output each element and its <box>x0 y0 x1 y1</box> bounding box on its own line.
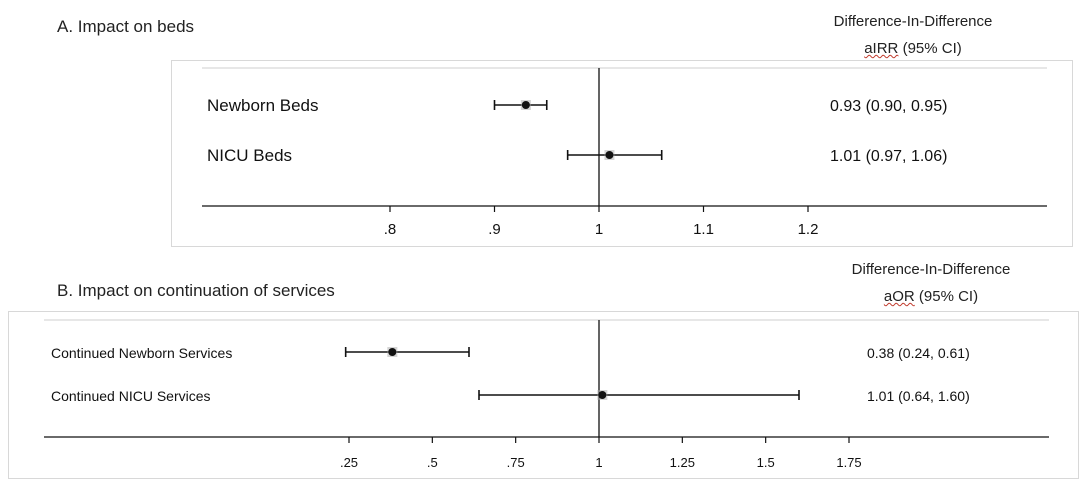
panel-b-tick-label: 1.75 <box>836 455 861 470</box>
panel-b-estimate-text: 1.01 (0.64, 1.60) <box>867 388 970 404</box>
panel-a-estimate-text: 1.01 (0.97, 1.06) <box>830 148 947 165</box>
panel-b-tick-label: .75 <box>507 455 525 470</box>
panel-a-estimate-text: 0.93 (0.90, 0.95) <box>830 98 947 115</box>
panel-a-frame <box>171 60 1073 247</box>
panel-b-tick-label: 1 <box>595 455 602 470</box>
panel-b-header-metric: aOR <box>883 288 915 305</box>
panel-a-tick-label: .9 <box>488 221 501 238</box>
panel-a-row-label: Newborn Beds <box>207 96 319 115</box>
panel-b-header-line2: aOR (95% CI) <box>818 283 1044 310</box>
panel-a-title: A. Impact on beds <box>57 17 195 36</box>
panel-b-estimate-marker <box>598 391 607 399</box>
panel-b-estimate-marker <box>388 348 397 356</box>
panel-a-tick-label: 1 <box>595 221 603 238</box>
panel-b-tick-label: .5 <box>427 455 438 470</box>
panel-b-row-label: Continued NICU Services <box>51 388 211 404</box>
panel-a-header-line1: Difference-In-Difference <box>833 13 993 30</box>
panel-a-header-metric: aIRR <box>864 40 899 57</box>
panel-b-header: Difference-In-Difference aOR (95% CI) <box>818 256 1044 310</box>
panel-b-title: B. Impact on continuation of services <box>57 281 335 300</box>
panel-b-row-label: Continued Newborn Services <box>51 345 232 361</box>
panel-a-estimate-marker <box>605 151 614 159</box>
panel-a-row-label: NICU Beds <box>207 146 292 165</box>
panel-b-header-line1: Difference-In-Difference <box>851 261 1011 278</box>
panel-a-header-line2: aIRR (95% CI) <box>800 35 1026 62</box>
panel-a-tick-label: .8 <box>384 221 397 238</box>
panel-b-tick-label: .25 <box>340 455 358 470</box>
panel-b-tick-label: 1.25 <box>670 455 695 470</box>
panel-a-header-ci: (95% CI) <box>898 40 962 57</box>
panel-a-tick-label: 1.1 <box>693 221 714 238</box>
panel-b-header-ci: (95% CI) <box>914 288 979 305</box>
panel-a-estimate-marker <box>521 101 530 109</box>
panel-b-estimate-text: 0.38 (0.24, 0.61) <box>867 345 970 361</box>
panel-b-tick-label: 1.5 <box>757 455 775 470</box>
panel-a-header: Difference-In-Difference aIRR (95% CI) <box>800 8 1026 62</box>
panel-a-tick-label: 1.2 <box>798 221 819 238</box>
